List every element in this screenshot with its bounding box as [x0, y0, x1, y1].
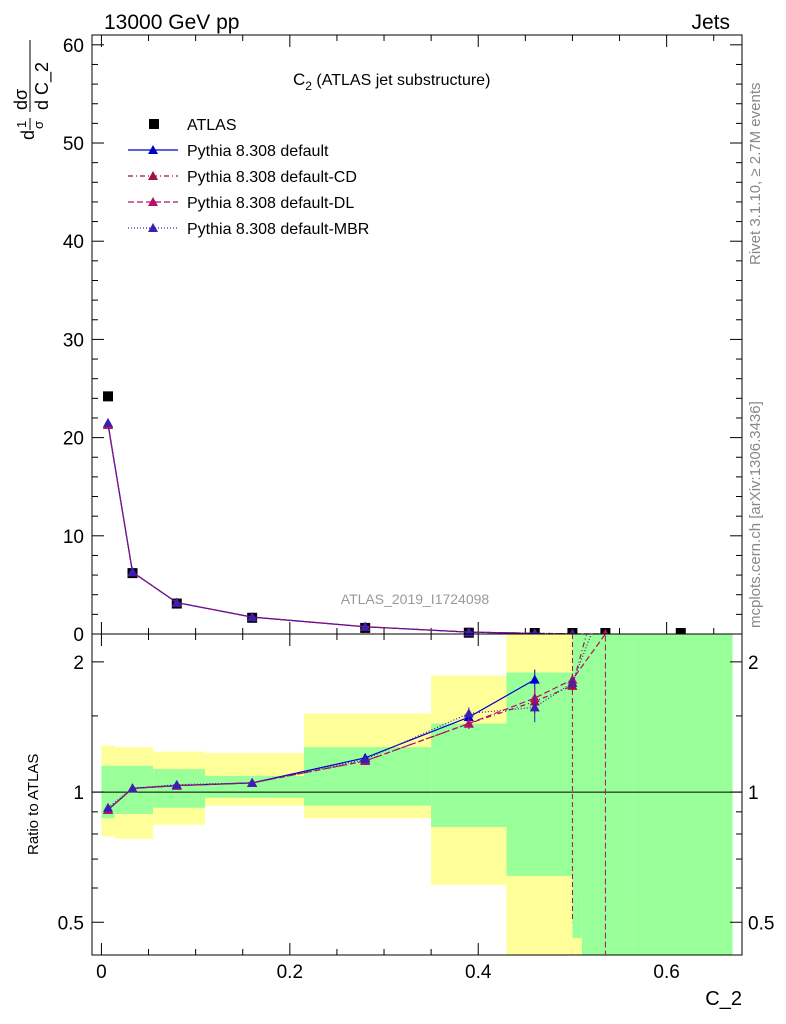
x-axis-title: C_2 — [705, 988, 742, 1010]
uncertainty-band-green — [572, 634, 582, 938]
legend-marker-atlas — [149, 119, 159, 129]
uncertainty-band-green — [506, 672, 573, 876]
legend-marker-cd — [148, 171, 158, 180]
mbr-ratio-point — [463, 708, 474, 718]
legend-label-mbr: Pythia 8.308 default-MBR — [187, 221, 369, 238]
mbr-ratio-point — [127, 783, 138, 793]
mbr-ratio-point — [529, 702, 540, 712]
mbr-data-point — [103, 417, 114, 427]
mcplots-label: mcplots.cern.ch [arXiv:1306.3436] — [747, 401, 764, 628]
dl-ratio-line — [107, 633, 606, 811]
y-tick-label: 20 — [63, 429, 84, 450]
mbr-ratio-point — [103, 802, 114, 812]
ratio-y-axis-title: Ratio to ATLAS — [25, 754, 42, 855]
plot-title: C2 (ATLAS jet substructure) — [293, 70, 490, 93]
svg-text:d C_2: d C_2 — [32, 62, 53, 110]
legend-marker-mbr — [148, 223, 158, 232]
uncertainty-band-green — [633, 634, 733, 955]
mbr-ratio-point — [360, 754, 371, 764]
uncertainty-band-green — [581, 634, 634, 955]
y-tick-label: 30 — [63, 330, 84, 351]
ratio-y-tick-label-right: 0.5 — [748, 913, 774, 934]
legend-label-cd: Pythia 8.308 default-CD — [187, 169, 357, 186]
mbr-ratio-point — [247, 777, 258, 787]
dl-ratio-point — [463, 718, 474, 728]
x-tick-label: 0.2 — [277, 962, 303, 983]
svg-text:1: 1 — [14, 121, 29, 128]
y-tick-label: 10 — [63, 527, 84, 548]
analysis-watermark: ATLAS_2019_I1724098 — [341, 591, 490, 607]
legend: ATLAS Pythia 8.308 default Pythia 8.308 de… — [128, 117, 369, 238]
y-tick-label: 40 — [63, 232, 84, 253]
ratio-y-tick-label-right: 2 — [748, 653, 759, 674]
ratio-y-tick-label: 0.5 — [58, 913, 84, 934]
svg-text:d: d — [18, 130, 38, 140]
legend-label-atlas: ATLAS — [187, 117, 237, 134]
ratio-y-tick-label: 2 — [73, 653, 84, 674]
atlas-data-point — [675, 628, 686, 638]
y-axis-title-main: d 1 σ dσ d C_2 — [11, 40, 53, 140]
svg-text:σ: σ — [31, 121, 46, 129]
header-right-label: Jets — [691, 11, 730, 34]
ratio-panel: 0 0.2 0.4 0.6 0.5 0.5 1 1 2 2 — [58, 633, 774, 983]
svg-text:dσ: dσ — [11, 89, 31, 110]
main-panel: 0 10 20 30 40 50 60 — [63, 34, 743, 955]
mbr-ratio-point — [171, 779, 182, 789]
mbr-data-point — [360, 621, 371, 631]
x-tick-label: 0.4 — [465, 962, 492, 983]
x-tick-label: 0 — [96, 962, 107, 983]
ratio-y-tick-label: 1 — [73, 783, 84, 804]
mbr-data-point — [247, 612, 258, 622]
default-ratio-point — [529, 674, 540, 684]
legend-label-dl: Pythia 8.308 default-DL — [187, 195, 354, 212]
legend-label-default: Pythia 8.308 default — [187, 143, 329, 160]
y-tick-label: 50 — [63, 134, 84, 155]
y-tick-label: 0 — [73, 625, 84, 646]
header-left-label: 13000 GeV pp — [104, 11, 239, 34]
uncertainty-band-green — [431, 723, 507, 828]
rivet-version-label: Rivet 3.1.10, ≥ 2.7M events — [747, 83, 764, 266]
ratio-y-tick-label-right: 1 — [748, 783, 759, 804]
mbr-data-point — [171, 597, 182, 607]
legend-marker-default — [148, 145, 158, 154]
x-tick-label: 0.6 — [653, 962, 679, 983]
uncertainty-band-green — [303, 747, 432, 806]
y-tick-label: 60 — [63, 36, 84, 57]
mbr-data-point — [127, 567, 138, 577]
atlas-data-point — [103, 391, 114, 402]
legend-marker-dl — [148, 197, 158, 206]
ratio-frame — [91, 633, 743, 956]
